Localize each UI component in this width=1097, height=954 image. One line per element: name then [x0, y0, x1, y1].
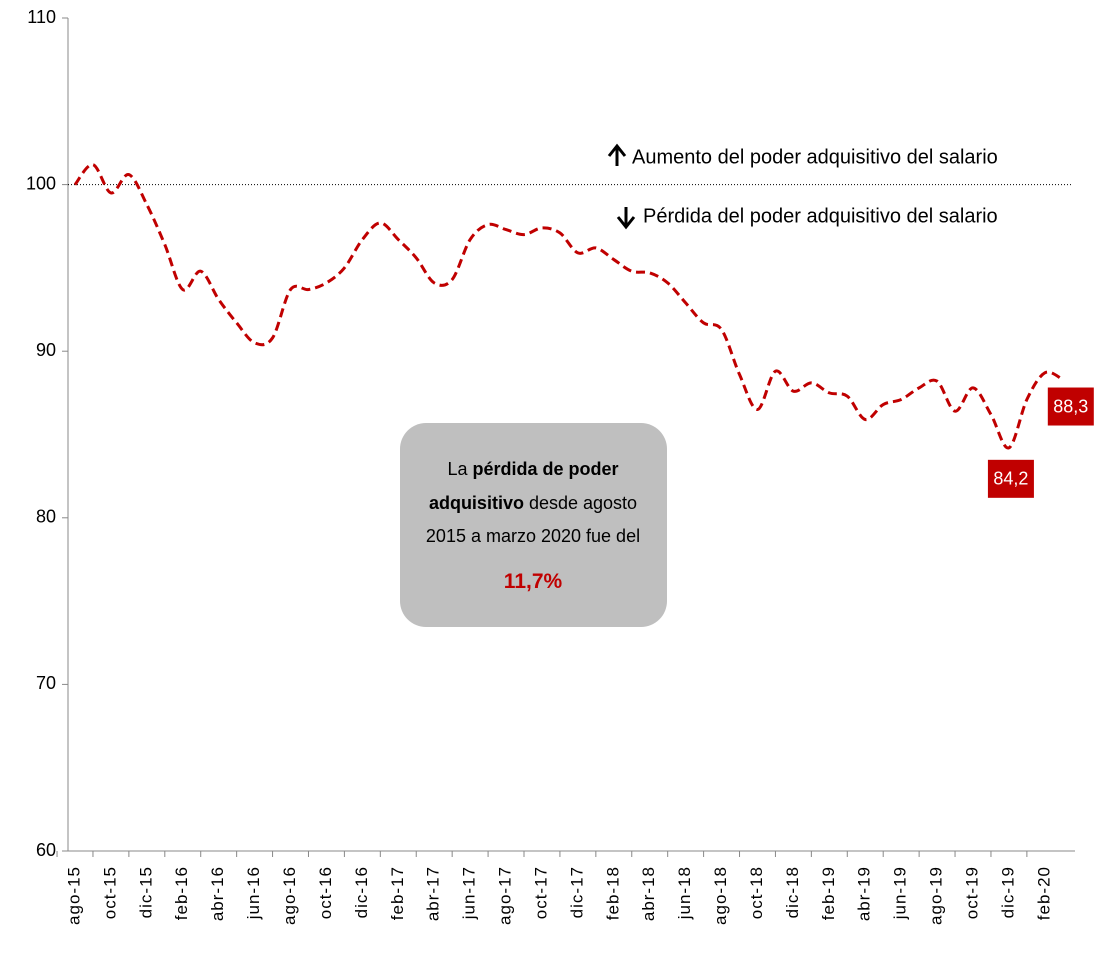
note-text: 2015 a marzo 2020 fue del — [426, 526, 640, 546]
x-tick-label: abr-16 — [208, 866, 227, 921]
x-tick-label: jun-16 — [244, 866, 263, 920]
note-text: 11,7% — [504, 570, 563, 593]
x-tick-label: dic-15 — [136, 866, 155, 918]
x-tick-label: ago-18 — [711, 866, 730, 925]
note-text: La pérdida de poder — [447, 459, 618, 479]
value-label: 88,3 — [1053, 396, 1088, 416]
x-tick-label: dic-17 — [567, 866, 586, 918]
x-tick-label: oct-15 — [100, 866, 119, 919]
up-arrow — [607, 143, 627, 166]
x-tick-label: jun-18 — [675, 866, 694, 920]
y-tick-label: 70 — [36, 673, 56, 693]
value-label-box — [987, 459, 1034, 498]
note-text: adquisitivo desde agosto — [429, 493, 637, 513]
x-tick-label: feb-19 — [819, 866, 838, 920]
note-box — [400, 423, 667, 627]
x-tick-label: ago-19 — [927, 866, 946, 925]
note-segment: adquisitivo — [429, 493, 524, 513]
x-tick-label: feb-16 — [172, 866, 191, 920]
x-tick-label: oct-19 — [962, 866, 981, 919]
value-label: 84,2 — [993, 469, 1028, 489]
x-tick-label: abr-17 — [424, 866, 443, 921]
x-tick-label: ago-15 — [64, 866, 83, 925]
data-line — [73, 163, 1064, 450]
note-segment: 11,7% — [504, 570, 563, 593]
x-tick-label: dic-18 — [783, 866, 802, 918]
y-tick-label: 80 — [36, 507, 56, 527]
y-tick-label: 90 — [36, 340, 56, 360]
x-tick-label: oct-17 — [531, 866, 550, 919]
x-tick-label: jun-17 — [460, 866, 479, 920]
note-segment: 2015 a marzo 2020 fue del — [426, 526, 640, 546]
x-tick-label: dic-16 — [352, 866, 371, 918]
annotation-down: Pérdida del poder adquisitivo del salari… — [643, 205, 998, 227]
x-tick-label: jun-19 — [891, 866, 910, 920]
x-tick-label: abr-18 — [639, 866, 658, 921]
x-tick-label: ago-16 — [280, 866, 299, 925]
x-tick-label: feb-18 — [603, 866, 622, 920]
x-tick-label: ago-17 — [496, 866, 515, 925]
x-tick-label: feb-20 — [1034, 866, 1053, 920]
note-segment: pérdida de poder — [473, 459, 619, 479]
x-tick-label: oct-16 — [316, 866, 335, 919]
x-tick-label: abr-19 — [855, 866, 874, 921]
x-tick-label: feb-17 — [388, 866, 407, 920]
note-segment: La — [447, 459, 472, 479]
y-tick-label: 60 — [36, 840, 56, 860]
y-tick-label: 110 — [27, 7, 56, 27]
note-segment: desde agosto — [524, 493, 637, 513]
down-arrow — [616, 207, 636, 230]
value-label-box — [1047, 387, 1094, 426]
y-tick-label: 100 — [26, 173, 56, 193]
x-tick-label: dic-19 — [998, 866, 1017, 918]
x-tick-label: oct-18 — [747, 866, 766, 919]
annotation-up: Aumento del poder adquisitivo del salari… — [632, 146, 998, 168]
